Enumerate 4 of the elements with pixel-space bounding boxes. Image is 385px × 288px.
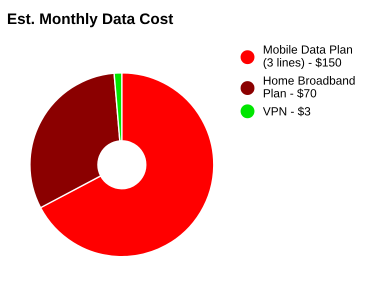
- legend-label: Mobile Data Plan (3 lines) - $150: [264, 45, 352, 69]
- legend-label: VPN - $3: [262, 106, 310, 116]
- chart-title: Est. Monthly Data Cost: [8, 12, 174, 28]
- legend-label: Home Broadband Plan - $70: [264, 76, 355, 98]
